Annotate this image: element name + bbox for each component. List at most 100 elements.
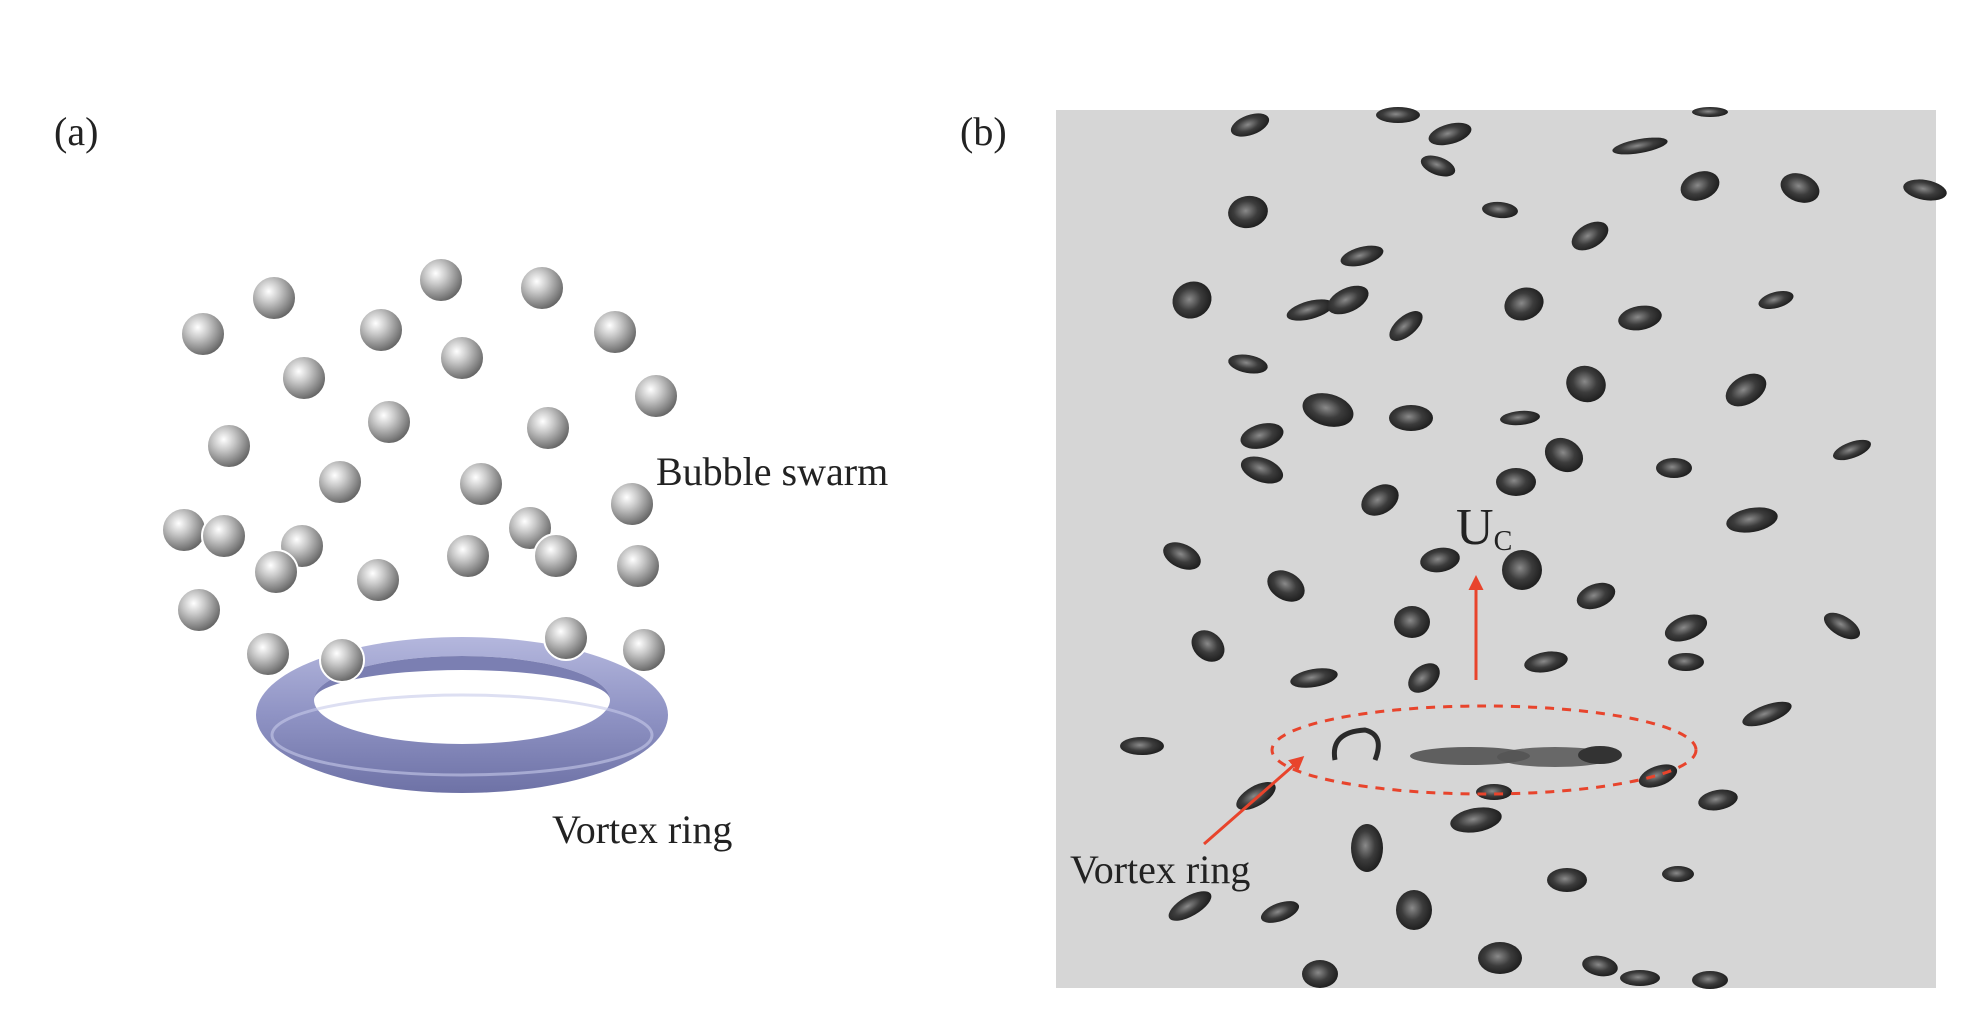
- vortex-ring-label-b: Vortex ring: [1070, 847, 1251, 892]
- photo-bubble: [1230, 113, 1270, 137]
- vortex-ring-label-a: Vortex ring: [552, 807, 733, 852]
- velocity-symbol: U: [1456, 499, 1494, 556]
- photo-bubble: [1389, 405, 1433, 431]
- photo-bubble: [1698, 789, 1738, 811]
- bubble-swarm-spheres: [161, 257, 679, 683]
- bubble-sphere: [615, 543, 661, 589]
- photo-bubble: [1168, 891, 1212, 921]
- photo-bubble: [1620, 970, 1660, 986]
- photo-bubble: [1408, 663, 1440, 693]
- bubble-sphere: [445, 533, 491, 579]
- photo-bubble: [1496, 468, 1536, 496]
- bubble-sphere: [206, 423, 252, 469]
- photo-bubbles: [1120, 107, 1947, 989]
- photo-bubble: [1500, 410, 1540, 426]
- bubble-sphere: [319, 637, 365, 683]
- photo-bubble: [1758, 290, 1794, 310]
- photo-bubble: [1394, 606, 1430, 638]
- photo-bubble: [1662, 866, 1694, 882]
- photo-bubble: [1228, 354, 1268, 374]
- photo-bubble: [1172, 281, 1212, 319]
- photo-bubble: [1351, 824, 1383, 872]
- photo-bubble: [1618, 305, 1662, 331]
- photo-bubble: [1327, 285, 1369, 315]
- photo-bubble: [1504, 287, 1544, 321]
- photo-bubble: [1228, 195, 1268, 229]
- photo-bubble: [1361, 484, 1399, 516]
- bubble-sphere: [176, 587, 222, 633]
- photo-bubble: [1389, 311, 1423, 341]
- photo-bubble: [1340, 245, 1384, 267]
- bubble-sphere: [251, 275, 297, 321]
- photo-bubble: [1692, 107, 1728, 117]
- photo-bubble: [1302, 393, 1354, 427]
- panel-label-b: (b): [960, 109, 1007, 154]
- photo-bubble: [1420, 155, 1456, 177]
- photo-bubble: [1833, 439, 1871, 461]
- bubble-sphere: [543, 615, 589, 661]
- bubble-sphere: [317, 459, 363, 505]
- photo-bubble: [1742, 701, 1792, 727]
- bubble-sphere: [533, 533, 579, 579]
- photo-bubble: [1823, 612, 1861, 640]
- photo-bubble: [1302, 960, 1338, 988]
- photo-bubble: [1680, 171, 1720, 201]
- photo-bubble: [1502, 550, 1542, 590]
- bubble-sphere: [366, 399, 412, 445]
- photo-bubble: [1290, 668, 1338, 688]
- photo-bubble: [1478, 942, 1522, 974]
- photo-bubble: [1726, 507, 1778, 533]
- bubble-sphere: [418, 257, 464, 303]
- photo-bubble: [1396, 890, 1432, 930]
- photo-bubble: [1240, 456, 1284, 484]
- photo-bubble: [1725, 373, 1767, 407]
- photo-bubble: [1582, 955, 1618, 977]
- bubble-sphere: [439, 335, 485, 381]
- photo-bubble: [1428, 122, 1472, 146]
- photo-background: [1056, 110, 1936, 988]
- photo-bubble: [1286, 299, 1334, 321]
- bubble-sphere: [519, 265, 565, 311]
- photo-bubble: [1780, 173, 1820, 203]
- bubble-swarm-label: Bubble swarm: [656, 449, 889, 494]
- photo-bubble: [1903, 179, 1947, 201]
- photo-bubble: [1524, 651, 1568, 673]
- bubble-sphere: [592, 309, 638, 355]
- photo-vortex-ring: [1331, 727, 1622, 767]
- photo-bubble: [1476, 784, 1512, 800]
- photo-bubble: [1576, 582, 1616, 610]
- vortex-ring-outline: [1270, 704, 1698, 796]
- bubble-sphere: [458, 461, 504, 507]
- velocity-label: UC: [1456, 498, 1512, 558]
- photo-bubble: [1376, 107, 1420, 123]
- photo-bubble: [1544, 437, 1584, 473]
- bubble-sphere: [355, 557, 401, 603]
- photo-bubble: [1664, 614, 1708, 642]
- photo-bubble: [1482, 201, 1518, 219]
- vortex-ring-torus: [256, 637, 668, 793]
- bubble-sphere: [245, 631, 291, 677]
- panel-label-a: (a): [54, 109, 99, 154]
- photo-bubble: [1191, 630, 1225, 662]
- photo-bubble: [1163, 542, 1201, 570]
- photo-bubble: [1420, 547, 1460, 573]
- photo-bubble: [1656, 458, 1692, 478]
- bubble-sphere: [358, 307, 404, 353]
- velocity-subscript: C: [1493, 526, 1513, 557]
- photo-bubble: [1267, 570, 1305, 602]
- photo-bubble: [1668, 653, 1704, 671]
- bubble-sphere: [525, 405, 571, 451]
- photo-bubble: [1612, 137, 1668, 155]
- photo-bubble: [1571, 221, 1609, 251]
- bubble-sphere: [180, 311, 226, 357]
- bubble-sphere: [621, 627, 667, 673]
- bubble-sphere: [161, 507, 207, 553]
- bubble-sphere: [253, 549, 299, 595]
- photo-bubble: [1547, 868, 1587, 892]
- photo-bubble: [1120, 737, 1164, 755]
- photo-bubble: [1260, 901, 1300, 923]
- bubble-sphere: [609, 481, 655, 527]
- photo-bubble: [1638, 764, 1678, 788]
- photo-bubble: [1240, 423, 1284, 449]
